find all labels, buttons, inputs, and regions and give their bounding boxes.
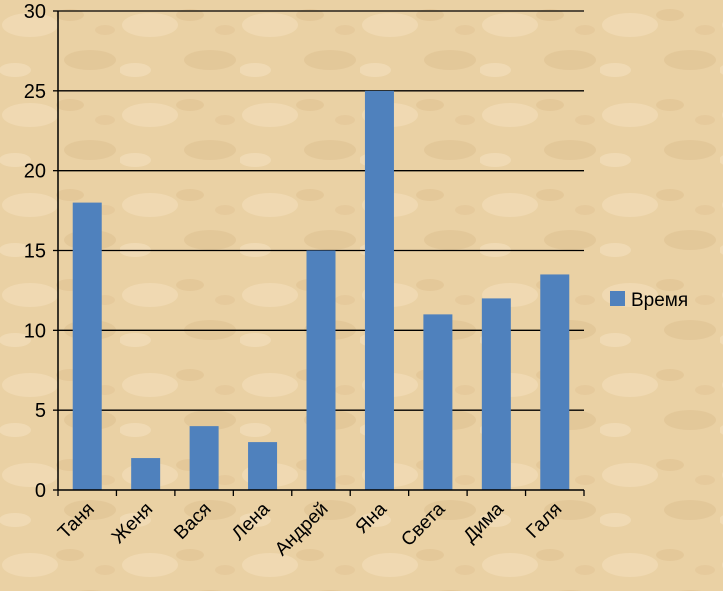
y-tick-label: 10	[24, 320, 46, 342]
y-tick-label: 15	[24, 241, 46, 263]
bar	[423, 314, 453, 490]
legend: Время	[610, 290, 688, 311]
bar	[306, 250, 336, 490]
bar	[72, 202, 102, 490]
legend-swatch	[610, 291, 625, 306]
bar	[481, 298, 511, 490]
y-tick-label: 5	[35, 400, 46, 422]
y-tick-labels: 0 5 10 15 20 25 30	[24, 1, 46, 502]
y-tick-label: 0	[35, 480, 46, 502]
y-tick-label: 25	[24, 81, 46, 103]
bar	[364, 90, 394, 490]
bar	[131, 458, 161, 490]
legend-label: Время	[631, 290, 688, 311]
axes	[53, 10, 585, 496]
bar	[248, 442, 278, 490]
bar	[540, 274, 570, 490]
bar	[189, 426, 219, 490]
y-tick-label: 20	[24, 161, 46, 183]
y-tick-label: 30	[24, 1, 46, 23]
bars	[72, 90, 570, 490]
